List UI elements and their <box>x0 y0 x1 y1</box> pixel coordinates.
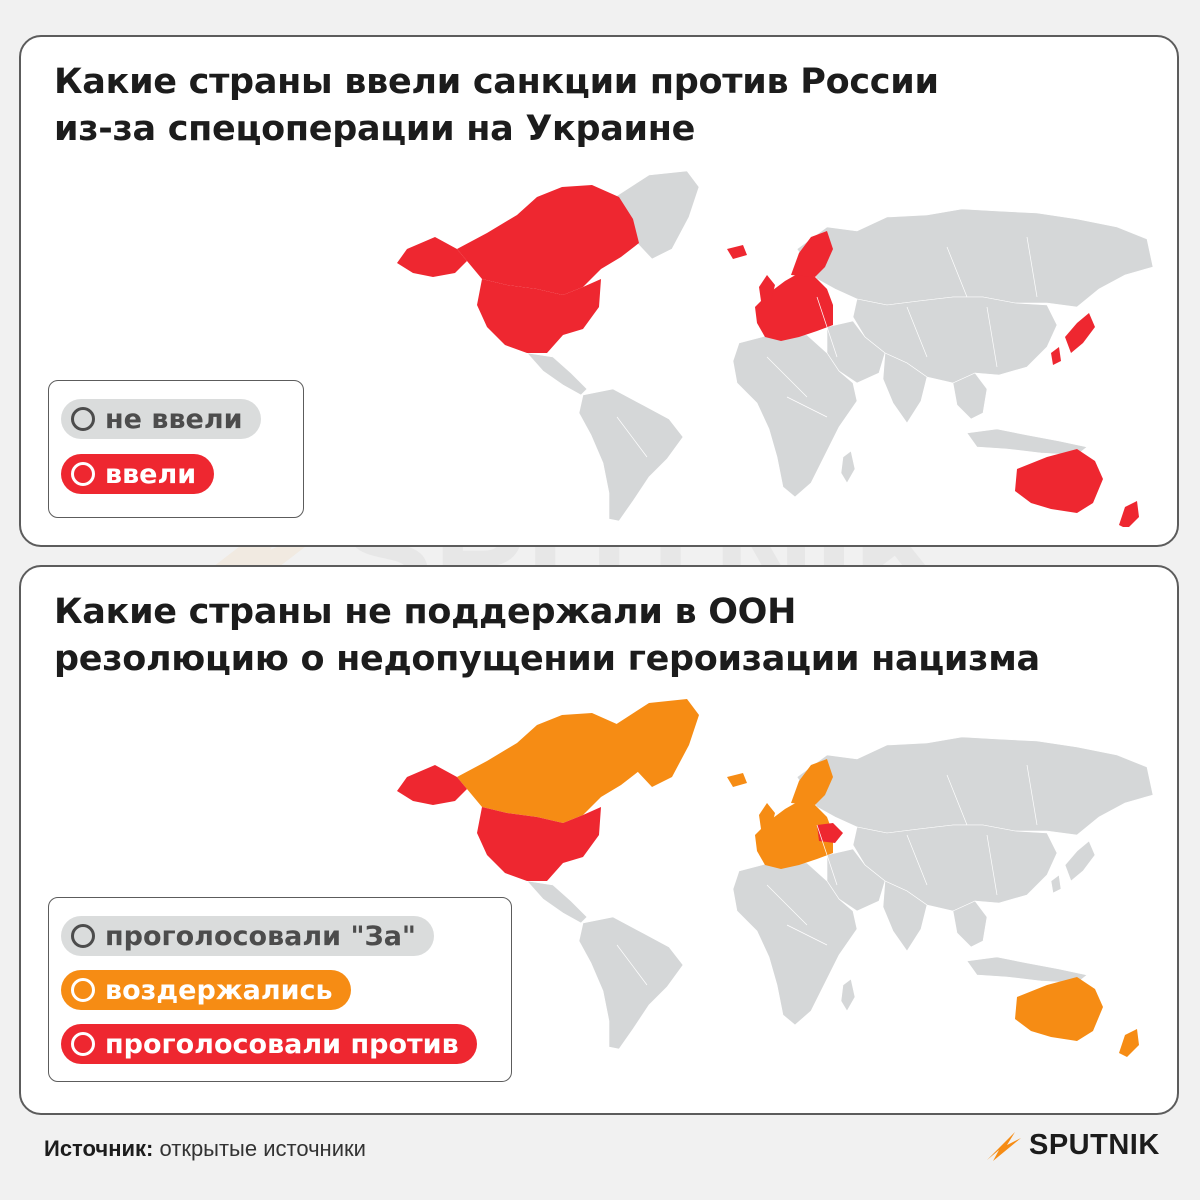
circle-icon <box>71 978 95 1002</box>
source-value: открытые источники <box>159 1136 366 1161</box>
legend-chip-abstained: воздержались <box>61 970 351 1010</box>
central-america <box>526 880 588 924</box>
united-states <box>477 807 601 881</box>
ukraine <box>817 823 843 843</box>
japan <box>1064 840 1096 882</box>
legend-chip-imposed: ввели <box>61 454 215 494</box>
sanctions-title-line-1: Какие страны ввели санкции против России <box>54 62 939 102</box>
un-resolution-title-line-2: резолюцию о недопущении героизации нациз… <box>54 639 1040 679</box>
southeast-asia <box>952 372 988 420</box>
australia <box>1015 449 1103 513</box>
legend-label-imposed: ввели <box>105 458 197 490</box>
united-kingdom <box>759 275 775 301</box>
indonesia <box>966 956 1088 984</box>
un-resolution-title-line-1: Какие страны не поддержали в ООН <box>54 592 797 632</box>
canada <box>457 713 639 823</box>
australia <box>1015 977 1103 1041</box>
scandinavia <box>791 231 833 277</box>
madagascar <box>840 978 856 1012</box>
circle-icon <box>71 924 95 948</box>
sputnik-logo: SPUTNIK <box>985 1128 1160 1162</box>
un-resolution-title: Какие страны не поддержали в ООН резолюц… <box>54 589 1040 683</box>
sanctions-world-map <box>387 157 1153 527</box>
africa <box>732 332 858 498</box>
india <box>882 880 928 952</box>
south-korea <box>1051 347 1061 365</box>
source-note: Источник: открытые источники <box>44 1136 366 1162</box>
sanctions-title-line-2: из-за спецоперации на Украине <box>54 109 696 149</box>
europe <box>755 801 833 869</box>
russia <box>796 736 1153 836</box>
canada <box>457 185 639 295</box>
legend-label-not-imposed: не ввели <box>105 403 243 435</box>
scandinavia <box>791 759 833 805</box>
alaska <box>397 765 467 805</box>
circle-icon <box>71 1032 95 1056</box>
circle-icon <box>71 407 95 431</box>
iceland <box>727 245 747 259</box>
sanctions-panel: Какие страны ввели санкции против России… <box>19 35 1179 547</box>
un-resolution-world-map <box>387 685 1153 1085</box>
india <box>882 352 928 424</box>
sputnik-swoosh-icon <box>987 1132 1021 1161</box>
united-kingdom <box>759 803 775 829</box>
new-zealand <box>1119 501 1139 527</box>
europe <box>755 273 833 341</box>
africa <box>732 860 858 1026</box>
source-label: Источник: <box>44 1136 154 1161</box>
sanctions-legend: не ввели ввели <box>48 380 304 518</box>
central-america <box>526 352 588 396</box>
legend-label-voted-against: проголосовали против <box>105 1028 459 1060</box>
legend-label-abstained: воздержались <box>105 974 333 1006</box>
iceland <box>727 773 747 787</box>
un-resolution-legend: проголосовали "За" воздержались проголос… <box>48 897 512 1082</box>
south-america <box>578 916 684 1050</box>
southeast-asia <box>952 900 988 948</box>
south-korea <box>1050 874 1062 894</box>
sputnik-logo-text: SPUTNIK <box>1029 1128 1160 1161</box>
south-america <box>578 388 684 522</box>
legend-chip-voted-for: проголосовали "За" <box>61 916 435 956</box>
indonesia <box>966 428 1088 456</box>
alaska <box>397 237 467 277</box>
sanctions-title: Какие страны ввели санкции против России… <box>54 59 939 153</box>
legend-chip-voted-against: проголосовали против <box>61 1024 477 1064</box>
circle-icon <box>71 462 95 486</box>
legend-label-voted-for: проголосовали "За" <box>105 920 417 952</box>
new-zealand <box>1119 1029 1139 1057</box>
un-resolution-panel: Какие страны не поддержали в ООН резолюц… <box>19 565 1179 1115</box>
legend-chip-not-imposed: не ввели <box>61 399 261 439</box>
united-states <box>477 279 601 353</box>
madagascar <box>840 450 856 484</box>
japan <box>1065 313 1095 353</box>
russia <box>796 208 1153 308</box>
